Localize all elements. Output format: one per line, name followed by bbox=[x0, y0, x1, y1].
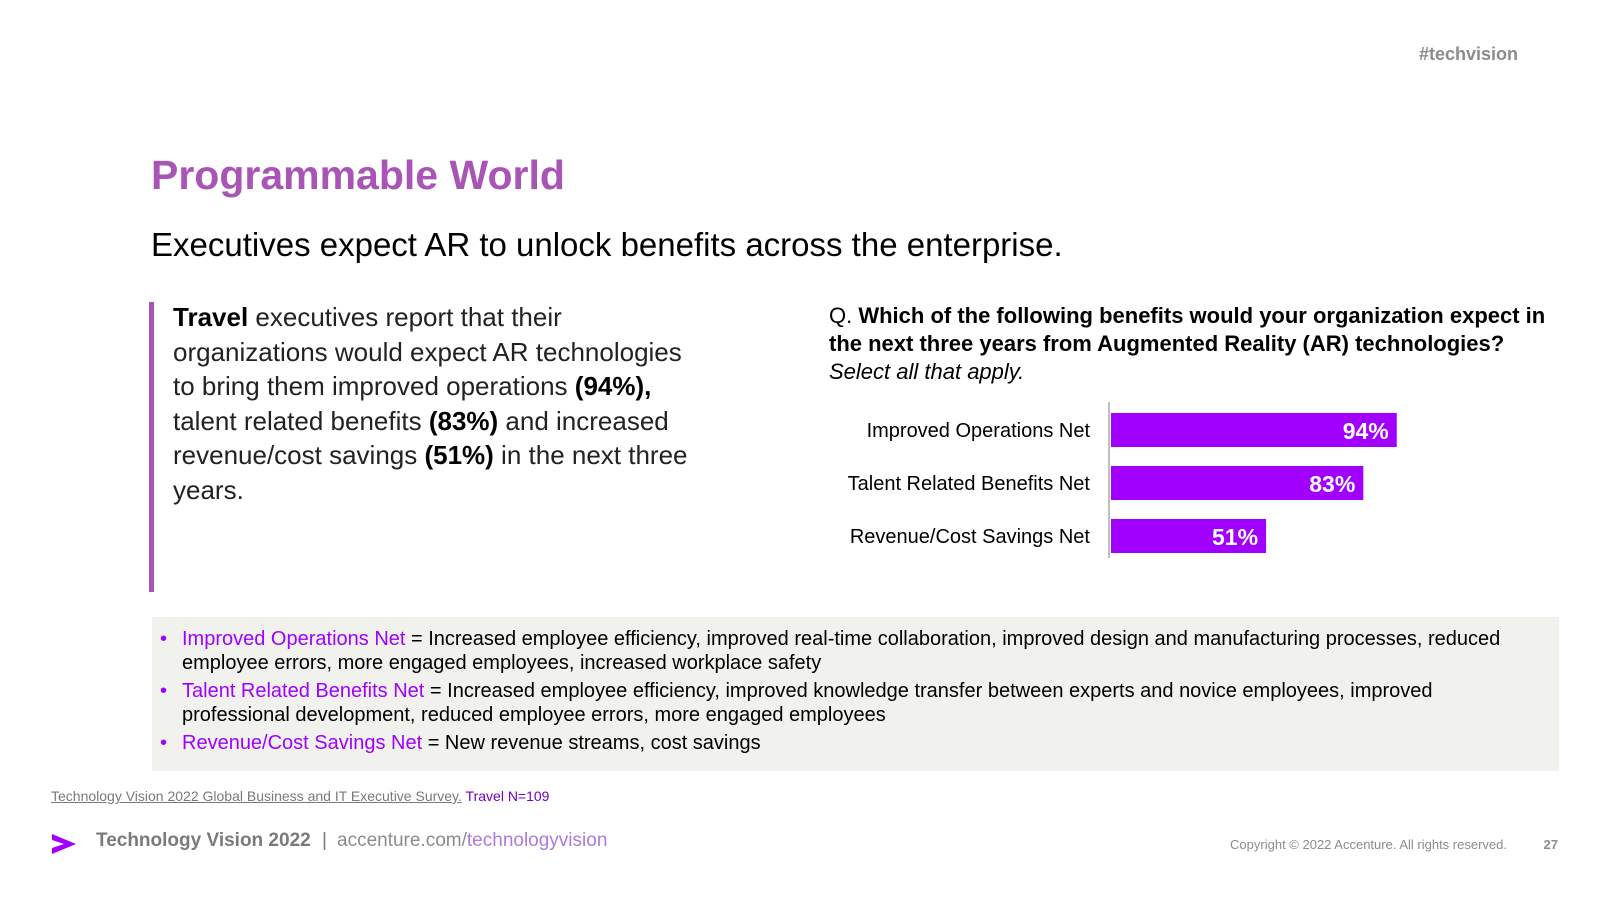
footer-separator: | bbox=[322, 830, 327, 851]
accent-bar bbox=[149, 302, 154, 592]
summary-value-3: (51%) bbox=[424, 440, 494, 470]
bar-chart: Improved Operations Net 94% Talent Related… bbox=[848, 402, 1397, 558]
category-label: Talent Related Benefits Net bbox=[848, 473, 1091, 495]
footer-brand: Technology Vision 2022 bbox=[96, 830, 311, 851]
summary-text: Travel executives report that their orga… bbox=[173, 300, 693, 507]
footer-url-prefix: accenture.com/ bbox=[337, 830, 467, 851]
summary-value-2: (83%) bbox=[428, 405, 499, 436]
question-instruction: Select all that apply. bbox=[829, 359, 1025, 384]
bullet-icon: • bbox=[160, 732, 168, 754]
bar bbox=[1111, 466, 1364, 500]
sample-size: Travel N=109 bbox=[461, 788, 550, 804]
page-title: Programmable World bbox=[151, 152, 565, 198]
definition-term: Improved Operations Net bbox=[182, 628, 406, 650]
definition-text: = New revenue streams, cost savings bbox=[422, 732, 761, 754]
definitions-box: • Improved Operations Net = Increased emp… bbox=[152, 617, 1559, 771]
summary-part-1: executives report that their organizatio… bbox=[173, 302, 682, 401]
definition-item: • Talent Related Benefits Net = Increased… bbox=[160, 679, 1545, 727]
footer-url[interactable]: accenture.com/technologyvision bbox=[337, 830, 607, 852]
summary-part-3: and increased revenue/cost savings bbox=[173, 405, 669, 471]
source-punct: . bbox=[458, 788, 462, 804]
bullet-icon: • bbox=[160, 628, 168, 650]
category-label: Revenue/Cost Savings Net bbox=[850, 526, 1091, 548]
value-label: 94% bbox=[1343, 418, 1389, 444]
page-subtitle: Executives expect AR to unlock benefits … bbox=[151, 226, 1063, 263]
bar bbox=[1111, 519, 1267, 553]
survey-question: Q. Which of the following benefits would… bbox=[829, 302, 1549, 386]
value-label: 51% bbox=[1212, 524, 1258, 550]
copyright: Copyright © 2022 Accenture. All rights r… bbox=[1230, 837, 1507, 852]
source-note: Technology Vision 2022 Global Business a… bbox=[51, 788, 549, 804]
bar bbox=[1111, 413, 1397, 447]
definition-text: = Increased employee efficiency, improve… bbox=[182, 628, 1501, 674]
source-link[interactable]: Technology Vision 2022 Global Business a… bbox=[51, 788, 459, 804]
summary-value-1: (94%), bbox=[574, 371, 652, 401]
accenture-logo-icon bbox=[52, 834, 76, 854]
category-label: Improved Operations Net bbox=[867, 420, 1091, 442]
bullet-icon: • bbox=[160, 680, 168, 702]
page-number: 27 bbox=[1543, 837, 1558, 852]
definition-item: • Improved Operations Net = Increased emp… bbox=[160, 627, 1545, 675]
question-prefix: Q. bbox=[829, 303, 859, 328]
definition-term: Revenue/Cost Savings Net bbox=[182, 732, 423, 754]
summary-part-4: in the next three years. bbox=[173, 440, 688, 505]
definition-term: Talent Related Benefits Net bbox=[182, 680, 425, 702]
summary-industry: Travel bbox=[173, 302, 249, 332]
summary-part-2: talent related benefits bbox=[173, 405, 429, 436]
footer-url-accent: technologyvision bbox=[466, 830, 608, 851]
definition-text: = Increased employee efficiency, improve… bbox=[182, 680, 1433, 726]
definition-item: • Revenue/Cost Savings Net = New revenue … bbox=[160, 731, 1545, 755]
value-label: 83% bbox=[1309, 471, 1355, 497]
question-text: Which of the following benefits would yo… bbox=[829, 303, 1546, 356]
hashtag: #techvision bbox=[1418, 44, 1518, 64]
